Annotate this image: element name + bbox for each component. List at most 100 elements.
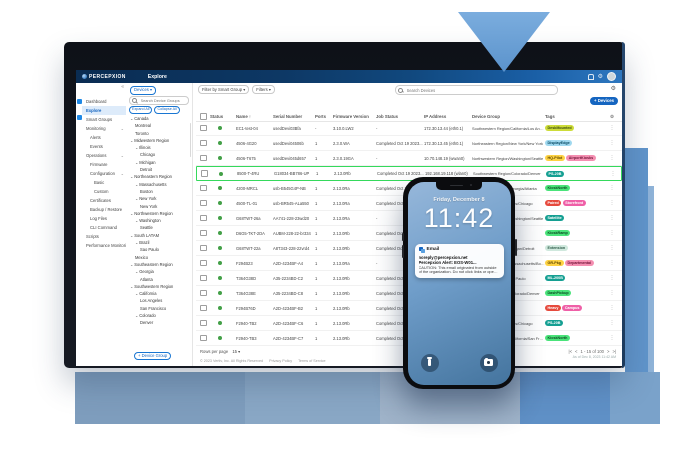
row-actions-cell[interactable]: ⋮ bbox=[602, 245, 622, 251]
tree-node-massachusetts[interactable]: ⌄Massachusetts bbox=[135, 181, 167, 187]
row-checkbox[interactable] bbox=[200, 139, 207, 147]
row-kebab-menu-icon[interactable]: ⋮ bbox=[610, 170, 616, 177]
tag-chip[interactable]: HQ-Pilot bbox=[545, 155, 565, 161]
row-checkbox-cell[interactable] bbox=[196, 229, 210, 237]
device-name-cell[interactable]: 4500-TL-01 bbox=[236, 200, 258, 206]
rail-app-icon[interactable] bbox=[76, 99, 82, 104]
row-kebab-menu-icon[interactable]: ⋮ bbox=[609, 140, 615, 146]
row-kebab-menu-icon[interactable]: ⋮ bbox=[609, 200, 615, 206]
tag-chip[interactable]: DeskMounted bbox=[545, 125, 575, 131]
tree-node-southeastern-region[interactable]: ⌄Southeastern Region bbox=[130, 261, 173, 267]
rows-per-page-select[interactable]: 15 ▾ bbox=[232, 348, 241, 354]
row-kebab-menu-icon[interactable]: ⋮ bbox=[609, 305, 615, 311]
tree-node-chicago[interactable]: Chicago bbox=[140, 152, 156, 158]
row-actions-cell[interactable]: ⋮ bbox=[602, 320, 622, 326]
tree-node-san-francisco[interactable]: San Francisco bbox=[140, 305, 167, 311]
row-actions-cell[interactable]: ⋮ bbox=[602, 335, 622, 341]
row-checkbox-cell[interactable] bbox=[196, 244, 210, 252]
row-checkbox-cell[interactable] bbox=[196, 319, 210, 327]
sidebar-item-operations[interactable]: Operations ⌄ bbox=[86, 153, 124, 158]
device-name-cell[interactable]: F294B76D bbox=[236, 305, 256, 311]
row-actions-cell[interactable]: ⋮ bbox=[602, 260, 622, 266]
sidebar-item-backup-restore[interactable]: Backup / Restore bbox=[90, 207, 123, 212]
device-name-cell[interactable]: D6G5-TKT-2DA bbox=[236, 230, 265, 236]
column-header-name[interactable]: Name ↑ bbox=[236, 114, 252, 119]
sidebar-item-alerts[interactable]: Alerts bbox=[90, 135, 101, 140]
group-search-input[interactable] bbox=[138, 97, 189, 104]
tree-node-georgia[interactable]: ⌄Georgia bbox=[135, 269, 154, 275]
tag-chip[interactable]: Storefront bbox=[562, 200, 586, 206]
device-name-cell[interactable]: T364G38D bbox=[236, 275, 257, 281]
tree-node-new-york[interactable]: ⌄New York bbox=[135, 196, 157, 202]
row-checkbox[interactable] bbox=[200, 244, 207, 252]
row-checkbox[interactable] bbox=[200, 154, 207, 162]
tree-node-new-york[interactable]: New York bbox=[140, 203, 158, 209]
sidebar-item-monitoring[interactable]: Monitoring ⌄ bbox=[86, 126, 124, 131]
row-kebab-menu-icon[interactable]: ⋮ bbox=[609, 260, 615, 266]
row-kebab-menu-icon[interactable]: ⋮ bbox=[609, 215, 615, 221]
row-actions-cell[interactable]: ⋮ bbox=[602, 215, 622, 221]
column-header-status[interactable]: Status bbox=[210, 114, 224, 119]
table-row-highlighted[interactable]: 8500-T-4RU G18034-BB786-UP 1 2.13.0Rb Comple… bbox=[196, 166, 622, 181]
tree-node-mexico[interactable]: Mexico bbox=[135, 254, 148, 260]
column-header-ip-address[interactable]: IP Address bbox=[424, 114, 447, 119]
column-header-device-group[interactable]: Device Group bbox=[472, 114, 500, 119]
row-checkbox-cell[interactable] bbox=[196, 154, 210, 162]
row-checkbox[interactable] bbox=[200, 199, 207, 207]
tree-node-atlanta[interactable]: Atlanta bbox=[140, 276, 153, 282]
tree-node-northeastern-region[interactable]: ⌄Northeastern Region bbox=[130, 174, 172, 180]
column-header-ports[interactable]: Ports bbox=[315, 114, 326, 119]
tag-chip[interactable]: Satellite bbox=[545, 215, 565, 221]
tag-chip[interactable]: KioskNorth bbox=[545, 185, 570, 191]
row-kebab-menu-icon[interactable]: ⋮ bbox=[609, 320, 615, 326]
tree-node-michigan[interactable]: ⌄Michigan bbox=[135, 159, 156, 165]
row-checkbox[interactable] bbox=[201, 170, 208, 177]
tree-node-midwestern-region[interactable]: ⌄Midwestern Region bbox=[130, 137, 170, 143]
sidebar-item-firmware[interactable]: Firmware bbox=[90, 162, 108, 167]
device-name-cell[interactable]: 8500-T-4RU bbox=[237, 171, 260, 176]
tree-node-sao-paulo[interactable]: Sao Paulo bbox=[140, 247, 159, 253]
row-actions-cell[interactable]: ⋮ bbox=[602, 155, 622, 161]
tree-scrollbar[interactable] bbox=[189, 123, 191, 157]
tag-chip[interactable]: Paired bbox=[545, 200, 562, 206]
row-kebab-menu-icon[interactable]: ⋮ bbox=[609, 275, 615, 281]
row-checkbox-cell[interactable] bbox=[196, 259, 210, 267]
device-search-input[interactable] bbox=[404, 86, 549, 94]
row-checkbox[interactable] bbox=[200, 259, 207, 267]
row-checkbox[interactable] bbox=[200, 274, 207, 282]
row-kebab-menu-icon[interactable]: ⋮ bbox=[609, 185, 615, 191]
select-all-checkbox[interactable] bbox=[200, 113, 207, 120]
expand-all-button[interactable]: Expand All bbox=[129, 106, 153, 114]
sidebar-item-cli-command[interactable]: CLI Command bbox=[90, 225, 117, 230]
flashlight-button[interactable] bbox=[420, 353, 439, 372]
tag-chip[interactable]: Extension bbox=[545, 245, 568, 251]
row-kebab-menu-icon[interactable]: ⋮ bbox=[609, 245, 615, 251]
row-checkbox[interactable] bbox=[200, 319, 207, 327]
tree-node-montreal[interactable]: Montreal bbox=[135, 123, 151, 129]
row-checkbox-cell[interactable] bbox=[196, 214, 210, 222]
column-header-job-status[interactable]: Job Status bbox=[376, 114, 398, 119]
pager-last-icon[interactable]: >| bbox=[612, 348, 616, 354]
row-checkbox[interactable] bbox=[200, 289, 207, 297]
device-name-cell[interactable]: F2940-TB2 bbox=[236, 320, 257, 326]
sidebar-item-basic[interactable]: Basic bbox=[94, 180, 105, 185]
tag-chip[interactable]: AirportKiosks bbox=[566, 155, 596, 161]
row-kebab-menu-icon[interactable]: ⋮ bbox=[609, 155, 615, 161]
tag-chip[interactable]: Campus bbox=[562, 305, 582, 311]
row-actions-cell[interactable]: ⋮ bbox=[602, 185, 622, 191]
tag-chip[interactable]: PS-20B bbox=[545, 320, 563, 326]
column-settings-icon[interactable]: ⚙ bbox=[609, 113, 615, 119]
tag-chip[interactable]: GR-Pkg bbox=[545, 260, 564, 266]
notifications-bell-icon[interactable] bbox=[587, 73, 594, 80]
devices-dropdown[interactable]: Devices ▾ bbox=[130, 86, 157, 95]
table-settings-gear-icon[interactable]: ⚙ bbox=[610, 86, 616, 92]
sidebar-item-dashboard[interactable]: Dashboard bbox=[86, 99, 107, 104]
sidebar-item-smart-groups[interactable]: Smart Groups bbox=[86, 117, 113, 122]
device-name-cell[interactable]: 4200-MRCL bbox=[236, 185, 259, 191]
tree-node-toronto[interactable]: Toronto bbox=[135, 130, 149, 136]
tree-node-northwestern-region[interactable]: ⌄Northwestern Region bbox=[130, 210, 173, 216]
tag-chip[interactable]: KioskNorth bbox=[545, 335, 570, 341]
collapse-all-button[interactable]: Collapse All bbox=[154, 106, 180, 114]
sidebar-item-scripts[interactable]: Scripts bbox=[86, 234, 99, 239]
pager-next-icon[interactable]: > bbox=[607, 348, 610, 354]
